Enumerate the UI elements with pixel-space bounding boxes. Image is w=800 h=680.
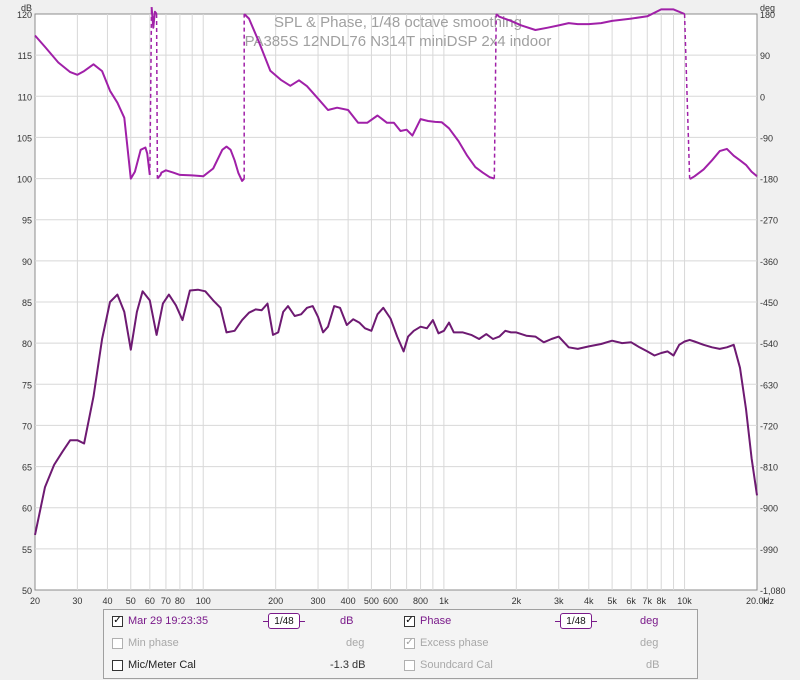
legend-excess-phase-row[interactable]: ✓ Excess phase (404, 633, 488, 653)
x-tick-label: 500 (364, 596, 379, 606)
min-phase-checkbox[interactable] (112, 637, 123, 649)
y-tick-label: 70 (22, 421, 32, 431)
soundcard-cal-unit: dB (646, 659, 660, 671)
x-tick-label: 70 (161, 596, 171, 606)
excess-phase-unit: deg (640, 637, 659, 649)
y2-tick-label: -990 (760, 545, 778, 555)
y2-tick-label: 90 (760, 51, 770, 61)
legend-phase-row[interactable]: ✓ Phase (404, 611, 451, 631)
y2-tick-label: -630 (760, 380, 778, 390)
y-tick-label: 115 (18, 51, 32, 61)
y-tick-label: 85 (22, 298, 32, 308)
y-tick-label: 80 (22, 339, 32, 349)
chart-title: SPL & Phase, 1/48 octave smoothing (274, 14, 522, 31)
y-tick-label: 110 (18, 92, 32, 102)
y-tick-label: 55 (22, 545, 32, 555)
legend-spl-row[interactable]: ✓ Mar 29 19:23:35 (112, 611, 208, 631)
y2-tick-label: -720 (760, 421, 778, 431)
phase-checkbox[interactable]: ✓ (404, 615, 415, 627)
x-tick-label: 80 (175, 596, 185, 606)
mic-cal-label: Mic/Meter Cal (128, 659, 196, 671)
phase-unit: deg (640, 615, 659, 627)
y-tick-label: 50 (22, 586, 32, 596)
phase-series-label: Phase (420, 615, 452, 627)
x-tick-label: 600 (383, 596, 398, 606)
y-tick-label: 120 (17, 10, 32, 20)
x-tick-label: 100 (196, 596, 211, 606)
mic-cal-checkbox[interactable] (112, 659, 123, 671)
x-tick-label: 200 (268, 596, 283, 606)
x-tick-label: 5k (607, 596, 617, 606)
x-axis-label: Hz (763, 596, 774, 606)
phase-series-line (150, 7, 158, 29)
x-tick-label: 20.0k (746, 596, 769, 606)
chart: 120 115 110 105 100 95 90 85 80 75 70 65 60 55 50 180 90… (17, 3, 786, 606)
chart-subtitle: PA385S 12NDL76 N314T miniDSP 2x4 indoor (245, 33, 552, 50)
x-tick-label: 2k (512, 596, 522, 606)
x-tick-label: 50 (126, 596, 136, 606)
x-tick-label: 6k (626, 596, 636, 606)
x-tick-label: 20 (30, 596, 40, 606)
x-tick-label: 800 (413, 596, 428, 606)
y2-tick-label: -540 (760, 339, 778, 349)
phase-smoothing-badge[interactable]: 1/48 (555, 613, 597, 629)
legend-panel: ✓ Mar 29 19:23:35 1/48 dB ✓ Phase 1/48 d… (103, 609, 698, 679)
y-tick-label: 90 (22, 257, 32, 267)
min-phase-label: Min phase (128, 637, 179, 649)
x-tick-label: 10k (677, 596, 692, 606)
y-axis-label: dB (21, 3, 32, 13)
spl-series-label: Mar 29 19:23:35 (128, 615, 209, 627)
y2-axis-label: deg (760, 3, 775, 13)
spl-smoothing-badge[interactable]: 1/48 (263, 613, 305, 629)
y2-tick-label: 180 (760, 10, 775, 20)
x-tick-label: 3k (554, 596, 564, 606)
excess-phase-label: Excess phase (420, 637, 489, 649)
y2-tick-label: -180 (760, 175, 778, 185)
phase-series-line (243, 13, 495, 180)
y-tick-label: 75 (22, 380, 32, 390)
y-tick-label: 95 (22, 216, 32, 226)
phase-series-line (495, 8, 685, 31)
phase-series-line (156, 145, 245, 182)
min-phase-unit: deg (346, 637, 365, 649)
spl-checkbox[interactable]: ✓ (112, 615, 123, 627)
x-tick-label: 30 (72, 596, 82, 606)
y2-tick-label: -810 (760, 463, 778, 473)
y-tick-label: 100 (17, 175, 32, 185)
x-tick-label: 1k (439, 596, 449, 606)
spl-unit: dB (340, 615, 354, 627)
y-tick-label: 60 (22, 504, 32, 514)
soundcard-cal-label: Soundcard Cal (420, 659, 493, 671)
y2-tick-label: -90 (760, 133, 773, 143)
x-tick-label: 40 (102, 596, 112, 606)
x-tick-label: 400 (341, 596, 356, 606)
y2-tick-label: -450 (760, 298, 778, 308)
legend-soundcard-cal-row[interactable]: Soundcard Cal (404, 655, 493, 675)
mic-cal-value: -1.3 dB (330, 659, 366, 671)
x-tick-label: 60 (145, 596, 155, 606)
y2-tick-label: -270 (760, 216, 778, 226)
legend-mic-cal-row[interactable]: Mic/Meter Cal (112, 655, 196, 675)
y-tick-label: 65 (22, 463, 32, 473)
excess-phase-checkbox[interactable]: ✓ (404, 637, 415, 649)
x-tick-label: 7k (643, 596, 653, 606)
phase-series-line (689, 147, 758, 180)
soundcard-cal-checkbox[interactable] (404, 659, 415, 671)
x-tick-label: 8k (656, 596, 666, 606)
x-tick-label: 300 (311, 596, 326, 606)
y-tick-label: 105 (17, 133, 32, 143)
y2-tick-label: -360 (760, 257, 778, 267)
x-tick-label: 4k (584, 596, 594, 606)
y2-tick-label: 0 (760, 92, 765, 102)
y2-tick-label: -900 (760, 504, 778, 514)
spl-series-line (34, 288, 758, 536)
y2-tick-label: -1,080 (760, 586, 786, 596)
legend-min-phase-row[interactable]: Min phase (112, 633, 179, 653)
phase-series-line (34, 34, 151, 180)
